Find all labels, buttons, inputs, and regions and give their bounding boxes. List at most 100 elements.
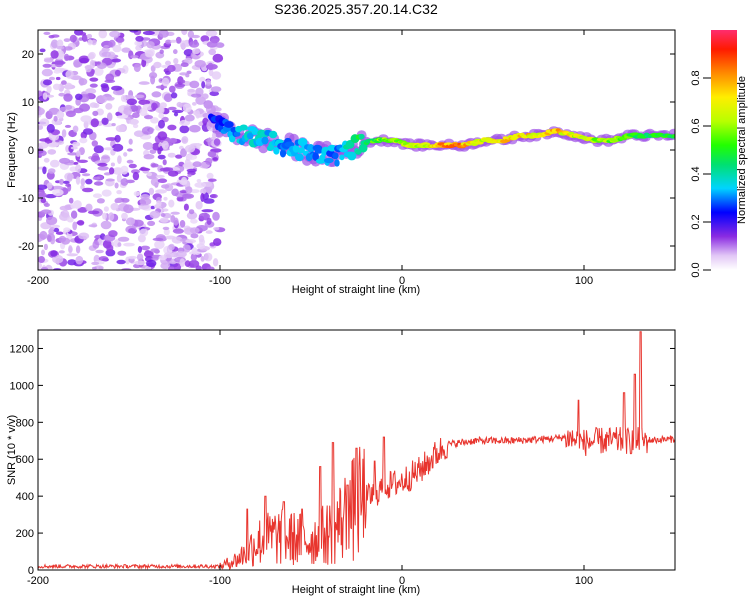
- noise-speck: [205, 157, 213, 165]
- noise-speck: [67, 173, 73, 182]
- noise-speck: [120, 198, 130, 203]
- noise-speck: [129, 105, 139, 112]
- noise-speck: [181, 79, 186, 84]
- snr-y-tick-label: 0: [28, 565, 34, 577]
- noise-speck: [144, 115, 153, 120]
- noise-speck: [168, 265, 176, 270]
- noise-speck: [132, 112, 140, 119]
- ridge-core: [314, 147, 324, 154]
- noise-speck: [59, 178, 64, 185]
- noise-speck: [82, 187, 94, 193]
- noise-speck: [134, 260, 147, 266]
- noise-speck: [182, 103, 192, 113]
- noise-speck: [186, 211, 198, 220]
- noise-speck: [195, 110, 201, 119]
- noise-speck: [43, 203, 50, 207]
- ridge-core: [671, 134, 675, 138]
- noise-speck: [117, 236, 130, 242]
- noise-speck: [49, 159, 60, 168]
- noise-speck: [192, 48, 201, 55]
- noise-speck: [179, 220, 186, 228]
- noise-speck: [89, 83, 98, 88]
- noise-speck: [111, 85, 123, 91]
- noise-speck: [139, 228, 149, 237]
- noise-speck: [159, 49, 164, 54]
- noise-speck: [199, 76, 206, 83]
- noise-speck: [158, 112, 165, 119]
- noise-speck: [63, 38, 71, 42]
- noise-speck: [50, 39, 59, 49]
- noise-speck: [164, 70, 171, 75]
- noise-speck: [64, 124, 72, 128]
- noise-speck: [73, 107, 84, 114]
- noise-speck: [189, 40, 200, 48]
- noise-speck: [212, 211, 220, 221]
- noise-speck: [69, 166, 77, 172]
- noise-speck: [213, 238, 222, 247]
- colorbar: 0.0 0.2 0.4 0.6 0.8 Normalized spectral ampl…: [690, 30, 748, 278]
- snr-y-tick-label: 400: [16, 491, 34, 503]
- noise-speck: [110, 203, 119, 211]
- noise-speck: [50, 50, 59, 59]
- noise-speck: [139, 107, 148, 117]
- noise-speck: [127, 255, 137, 260]
- noise-speck: [108, 212, 115, 221]
- noise-speck: [65, 70, 74, 79]
- noise-speck: [75, 176, 81, 185]
- noise-speck: [38, 192, 47, 198]
- noise-speck: [146, 259, 157, 268]
- noise-speck: [184, 114, 195, 122]
- spectrogram-y-tick-label: -10: [18, 193, 34, 205]
- noise-speck: [75, 164, 82, 173]
- noise-speck: [108, 167, 115, 175]
- noise-speck: [58, 92, 65, 97]
- noise-speck: [184, 144, 196, 153]
- noise-speck: [47, 235, 52, 243]
- noise-speck: [50, 250, 58, 257]
- noise-speck: [132, 123, 139, 129]
- noise-speck: [116, 173, 122, 183]
- noise-speck: [165, 60, 171, 66]
- noise-speck: [151, 91, 162, 98]
- noise-speck: [53, 227, 60, 233]
- noise-speck: [123, 152, 128, 157]
- ridge-core: [279, 149, 287, 158]
- noise-speck: [181, 136, 189, 144]
- spectrogram-y-axis-label: Frequency (Hz): [6, 112, 18, 188]
- noise-speck: [188, 124, 201, 133]
- noise-speck: [86, 33, 93, 39]
- noise-speck: [212, 157, 218, 161]
- noise-speck: [65, 183, 71, 187]
- snr-x-axis-label: Height of straight line (km): [292, 584, 420, 596]
- noise-speck: [123, 107, 133, 116]
- noise-speck: [138, 81, 150, 85]
- noise-speck: [175, 36, 182, 44]
- noise-speck: [79, 137, 88, 144]
- noise-speck: [100, 154, 111, 164]
- noise-speck: [126, 148, 133, 152]
- noise-speck: [114, 134, 121, 143]
- noise-speck: [142, 30, 155, 36]
- noise-speck: [200, 188, 207, 195]
- ridge-core: [239, 124, 248, 131]
- noise-speck: [92, 240, 100, 249]
- noise-speck: [207, 62, 214, 71]
- noise-speck: [165, 39, 172, 45]
- noise-speck: [42, 92, 48, 100]
- noise-speck: [105, 73, 115, 82]
- noise-speck: [103, 45, 110, 48]
- noise-speck: [41, 68, 53, 77]
- noise-speck: [126, 159, 134, 164]
- noise-speck: [123, 204, 134, 214]
- noise-speck: [161, 184, 170, 189]
- noise-speck: [212, 258, 219, 267]
- noise-speck: [145, 50, 154, 58]
- noise-speck: [112, 143, 124, 152]
- noise-speck: [190, 218, 198, 224]
- noise-speck: [38, 262, 42, 270]
- noise-speck: [116, 259, 126, 265]
- noise-speck: [66, 253, 78, 257]
- noise-speck: [65, 110, 76, 118]
- noise-speck: [92, 176, 101, 180]
- noise-speck: [181, 30, 188, 36]
